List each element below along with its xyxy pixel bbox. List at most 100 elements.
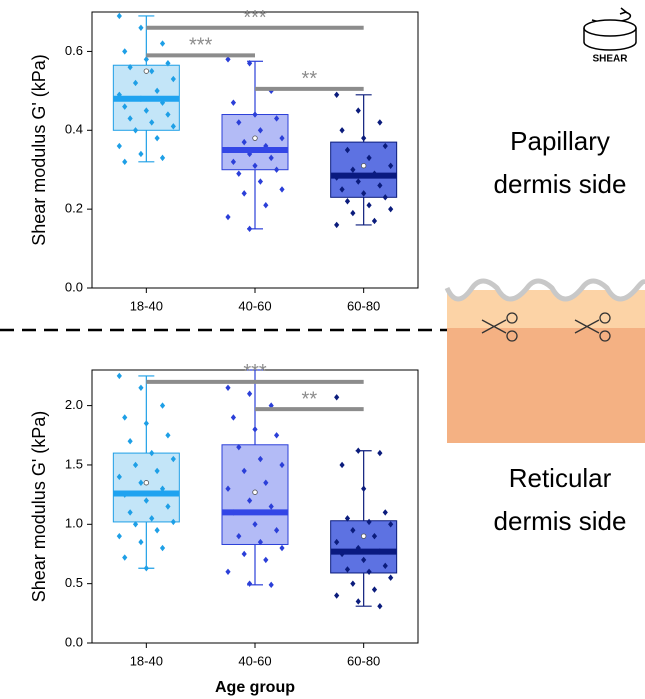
data-point (361, 134, 367, 142)
data-point (116, 473, 122, 481)
data-point (127, 115, 133, 122)
box-group (330, 394, 398, 610)
data-point (122, 158, 128, 166)
data-point (371, 532, 378, 540)
x-tick-label: 40-60 (238, 653, 271, 668)
data-point (263, 202, 269, 209)
data-point (350, 580, 356, 587)
data-point (143, 565, 149, 572)
box-group (112, 372, 180, 572)
box-group (330, 91, 398, 229)
data-point (252, 521, 258, 528)
data-point (388, 205, 394, 213)
y-tick-label: 2.0 (65, 397, 83, 412)
data-point (143, 497, 149, 504)
y-tick-label: 0.5 (65, 575, 83, 590)
data-point (247, 60, 253, 67)
mean (143, 480, 150, 486)
data-point (350, 527, 356, 534)
data-point (252, 111, 258, 118)
data-point (154, 467, 160, 475)
data-point (116, 532, 122, 540)
data-point (116, 12, 122, 20)
y-tick-label: 1.0 (65, 516, 83, 531)
data-point (170, 75, 176, 83)
data-point (247, 497, 253, 504)
data-point (350, 166, 356, 173)
panel-label: dermis side (494, 169, 627, 199)
data-point (165, 503, 171, 510)
data-point (241, 467, 247, 475)
data-point (279, 134, 285, 142)
data-point (371, 217, 378, 225)
data-point (116, 372, 122, 380)
data-point (268, 154, 274, 162)
data-point (159, 40, 166, 47)
data-point (170, 518, 176, 526)
y-axis-label: Shear modulus G' (kPa) (29, 411, 49, 603)
mean (143, 68, 150, 74)
data-point (355, 178, 361, 185)
y-tick-label: 0.0 (65, 279, 83, 294)
y-tick-label: 0.2 (65, 201, 83, 216)
x-axis-label: Age group (215, 679, 295, 696)
data-point (382, 194, 388, 201)
data-point (355, 107, 361, 114)
data-point (132, 461, 139, 469)
data-point (268, 503, 274, 510)
data-point (382, 509, 388, 516)
mean (360, 163, 367, 169)
data-point (334, 91, 340, 98)
data-point (230, 414, 236, 421)
data-point (225, 384, 231, 392)
data-point (247, 390, 253, 397)
data-point (334, 221, 340, 229)
significance-label: ** (302, 68, 318, 90)
data-point (165, 432, 171, 439)
data-point (236, 170, 242, 177)
data-point (377, 182, 383, 189)
data-point (241, 138, 247, 146)
data-point (355, 447, 361, 454)
data-point (225, 485, 231, 492)
panel-label: dermis side (494, 506, 627, 536)
data-point (127, 509, 133, 516)
mean (252, 489, 258, 495)
data-point (257, 127, 263, 134)
data-point (230, 99, 236, 106)
significance-label: ** (302, 388, 318, 410)
x-tick-label: 18-40 (130, 298, 163, 313)
y-tick-label: 1.5 (65, 456, 83, 471)
data-point (361, 556, 367, 564)
data-point (388, 162, 394, 169)
data-point (132, 521, 139, 528)
y-tick-label: 0.0 (65, 634, 83, 649)
data-point (170, 123, 176, 130)
data-point (138, 384, 144, 392)
data-point (159, 154, 166, 162)
data-point (138, 24, 144, 31)
data-point (122, 554, 128, 561)
data-point (236, 443, 242, 451)
data-point (252, 426, 258, 433)
data-point (377, 603, 383, 610)
data-point (388, 521, 394, 528)
data-point (377, 449, 383, 457)
mean (252, 135, 258, 141)
data-point (274, 166, 280, 173)
data-point (159, 544, 166, 552)
data-point (279, 461, 285, 469)
box (112, 452, 180, 523)
data-point (127, 438, 133, 445)
significance-label: *** (243, 7, 267, 29)
data-point (165, 111, 171, 118)
data-point (122, 103, 128, 110)
data-point (344, 515, 351, 522)
data-point (334, 592, 340, 599)
data-point (154, 527, 160, 534)
data-point (138, 538, 144, 546)
data-point (165, 60, 171, 67)
significance-label: *** (243, 361, 267, 383)
data-point (225, 568, 231, 575)
